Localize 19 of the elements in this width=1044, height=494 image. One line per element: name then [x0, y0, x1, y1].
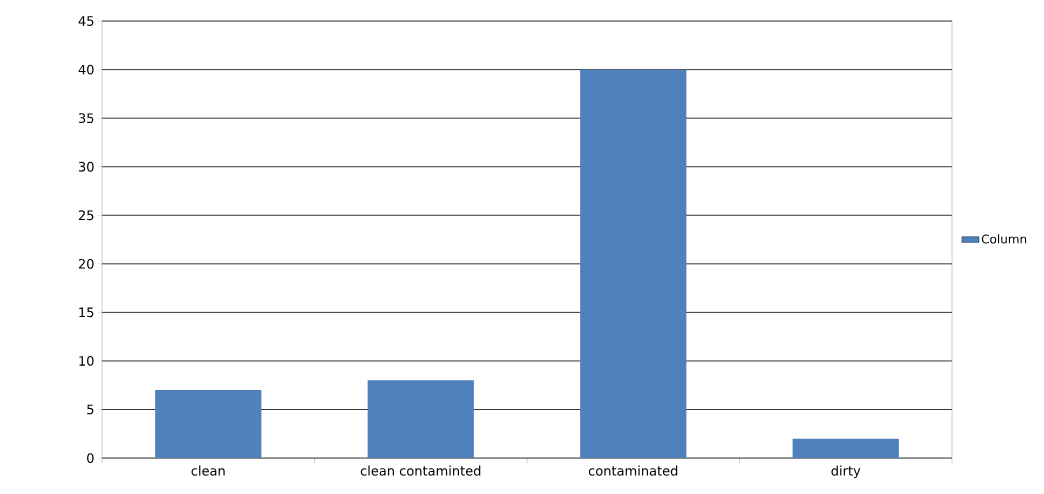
- bar: [792, 438, 899, 459]
- y-tick-label: 0: [87, 453, 94, 463]
- y-tick-label: 25: [78, 210, 94, 221]
- bar: [155, 390, 262, 459]
- y-tick-label: 30: [78, 161, 94, 172]
- x-tick-label: dirty: [831, 465, 861, 479]
- bar: [367, 380, 474, 459]
- legend-label: Column: [981, 234, 1027, 244]
- x-tick-label: clean: [191, 465, 225, 476]
- y-tick-label: 5: [87, 404, 94, 415]
- y-tick-label: 15: [79, 307, 94, 318]
- x-tick-label: contaminated: [588, 465, 678, 476]
- x-tick-label: clean contaminted: [360, 465, 481, 476]
- bar: [580, 69, 687, 459]
- y-tick-label: 40: [78, 64, 94, 75]
- y-tick-label: 20: [78, 258, 94, 269]
- y-tick-label: 35: [78, 113, 94, 124]
- y-tick-label: 10: [79, 356, 94, 366]
- y-tick-label: 45: [78, 16, 94, 26]
